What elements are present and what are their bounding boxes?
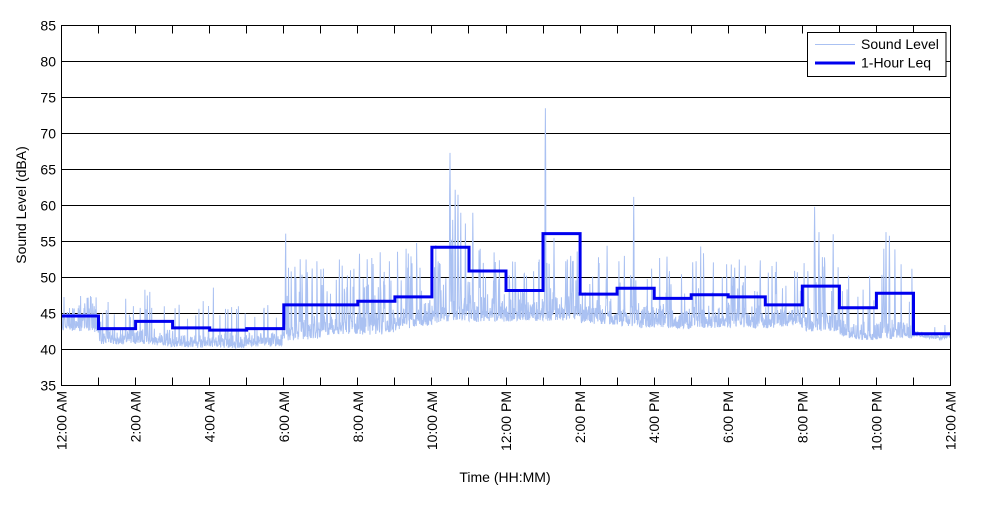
svg-text:70: 70	[40, 126, 56, 142]
svg-text:80: 80	[40, 54, 56, 70]
svg-text:50: 50	[40, 270, 56, 286]
svg-text:75: 75	[40, 90, 56, 106]
svg-text:10:00 AM: 10:00 AM	[424, 391, 440, 450]
svg-text:12:00 AM: 12:00 AM	[943, 391, 959, 450]
svg-text:65: 65	[40, 162, 56, 178]
svg-text:2:00 PM: 2:00 PM	[572, 391, 588, 443]
svg-text:6:00 AM: 6:00 AM	[276, 391, 292, 442]
svg-text:60: 60	[40, 198, 56, 214]
svg-text:10:00 PM: 10:00 PM	[868, 391, 884, 451]
svg-text:6:00 PM: 6:00 PM	[720, 391, 736, 443]
svg-text:12:00 AM: 12:00 AM	[54, 391, 70, 450]
svg-text:4:00 PM: 4:00 PM	[646, 391, 662, 443]
svg-text:12:00 PM: 12:00 PM	[498, 391, 514, 451]
svg-text:85: 85	[40, 18, 56, 34]
svg-text:55: 55	[40, 234, 56, 250]
svg-text:Time (HH:MM): Time (HH:MM)	[459, 469, 550, 485]
svg-text:Sound Level (dBA): Sound Level (dBA)	[13, 146, 29, 264]
svg-text:45: 45	[40, 306, 56, 322]
svg-text:35: 35	[40, 378, 56, 394]
svg-text:2:00 AM: 2:00 AM	[128, 391, 144, 442]
svg-text:Sound Level: Sound Level	[861, 36, 939, 52]
svg-text:4:00 AM: 4:00 AM	[202, 391, 218, 442]
svg-text:1-Hour Leq: 1-Hour Leq	[861, 55, 931, 71]
svg-text:40: 40	[40, 342, 56, 358]
svg-text:8:00 PM: 8:00 PM	[794, 391, 810, 443]
svg-text:8:00 AM: 8:00 AM	[350, 391, 366, 442]
